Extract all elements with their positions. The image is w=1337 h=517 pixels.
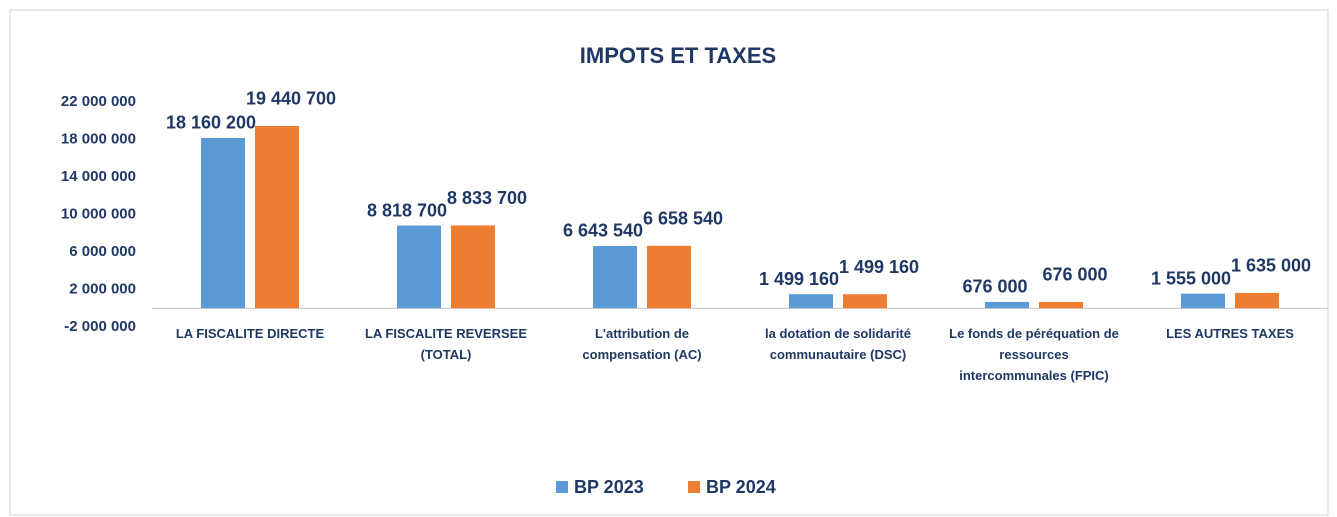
x-tick-label: LES AUTRES TAXES <box>1166 326 1294 341</box>
chart-border <box>9 9 1329 516</box>
bar <box>201 137 245 309</box>
data-label: 8 833 700 <box>447 188 527 208</box>
bar <box>255 125 299 309</box>
y-tick-label: 6 000 000 <box>69 243 136 260</box>
y-tick-label: 18 000 000 <box>61 130 136 147</box>
bar <box>985 301 1029 309</box>
x-tick-label: la dotation de solidarité communautaire … <box>765 326 911 362</box>
bar <box>647 245 691 309</box>
bar <box>397 225 441 309</box>
y-tick-label: 14 000 000 <box>61 168 136 185</box>
y-tick-label: -2 000 000 <box>64 318 136 335</box>
legend-label: BP 2023 <box>574 477 644 497</box>
data-label: 1 555 000 <box>1151 268 1231 288</box>
x-tick-label: L'attribution de compensation (AC) <box>582 326 702 362</box>
data-label: 8 818 700 <box>367 200 447 220</box>
data-label: 1 499 160 <box>839 257 919 277</box>
data-label: 1 499 160 <box>759 269 839 289</box>
chart-title: IMPOTS ET TAXES <box>580 43 776 68</box>
x-tick-label: Le fonds de péréquation de ressources in… <box>949 326 1119 383</box>
y-tick-label: 22 000 000 <box>61 93 136 110</box>
bar <box>1235 292 1279 309</box>
legend-swatch <box>556 481 568 493</box>
x-tick-label: LA FISCALITE REVERSEE (TOTAL) <box>364 326 528 362</box>
data-label: 1 635 000 <box>1231 256 1311 276</box>
bar <box>843 294 887 309</box>
bar <box>1039 301 1083 309</box>
legend-swatch <box>688 481 700 493</box>
data-label: 19 440 700 <box>246 89 336 109</box>
bar <box>789 294 833 309</box>
data-label: 6 658 540 <box>643 209 723 229</box>
data-label: 676 000 <box>962 277 1027 297</box>
bar <box>451 225 495 309</box>
bar <box>593 245 637 309</box>
x-tick-label: LA FISCALITE DIRECTE <box>175 326 325 341</box>
data-label: 676 000 <box>1042 265 1107 285</box>
legend-label: BP 2024 <box>706 477 776 497</box>
y-tick-label: 2 000 000 <box>69 280 136 297</box>
y-tick-label: 10 000 000 <box>61 205 136 222</box>
data-label: 6 643 540 <box>563 221 643 241</box>
data-label: 18 160 200 <box>166 113 256 133</box>
bar <box>1181 293 1225 309</box>
